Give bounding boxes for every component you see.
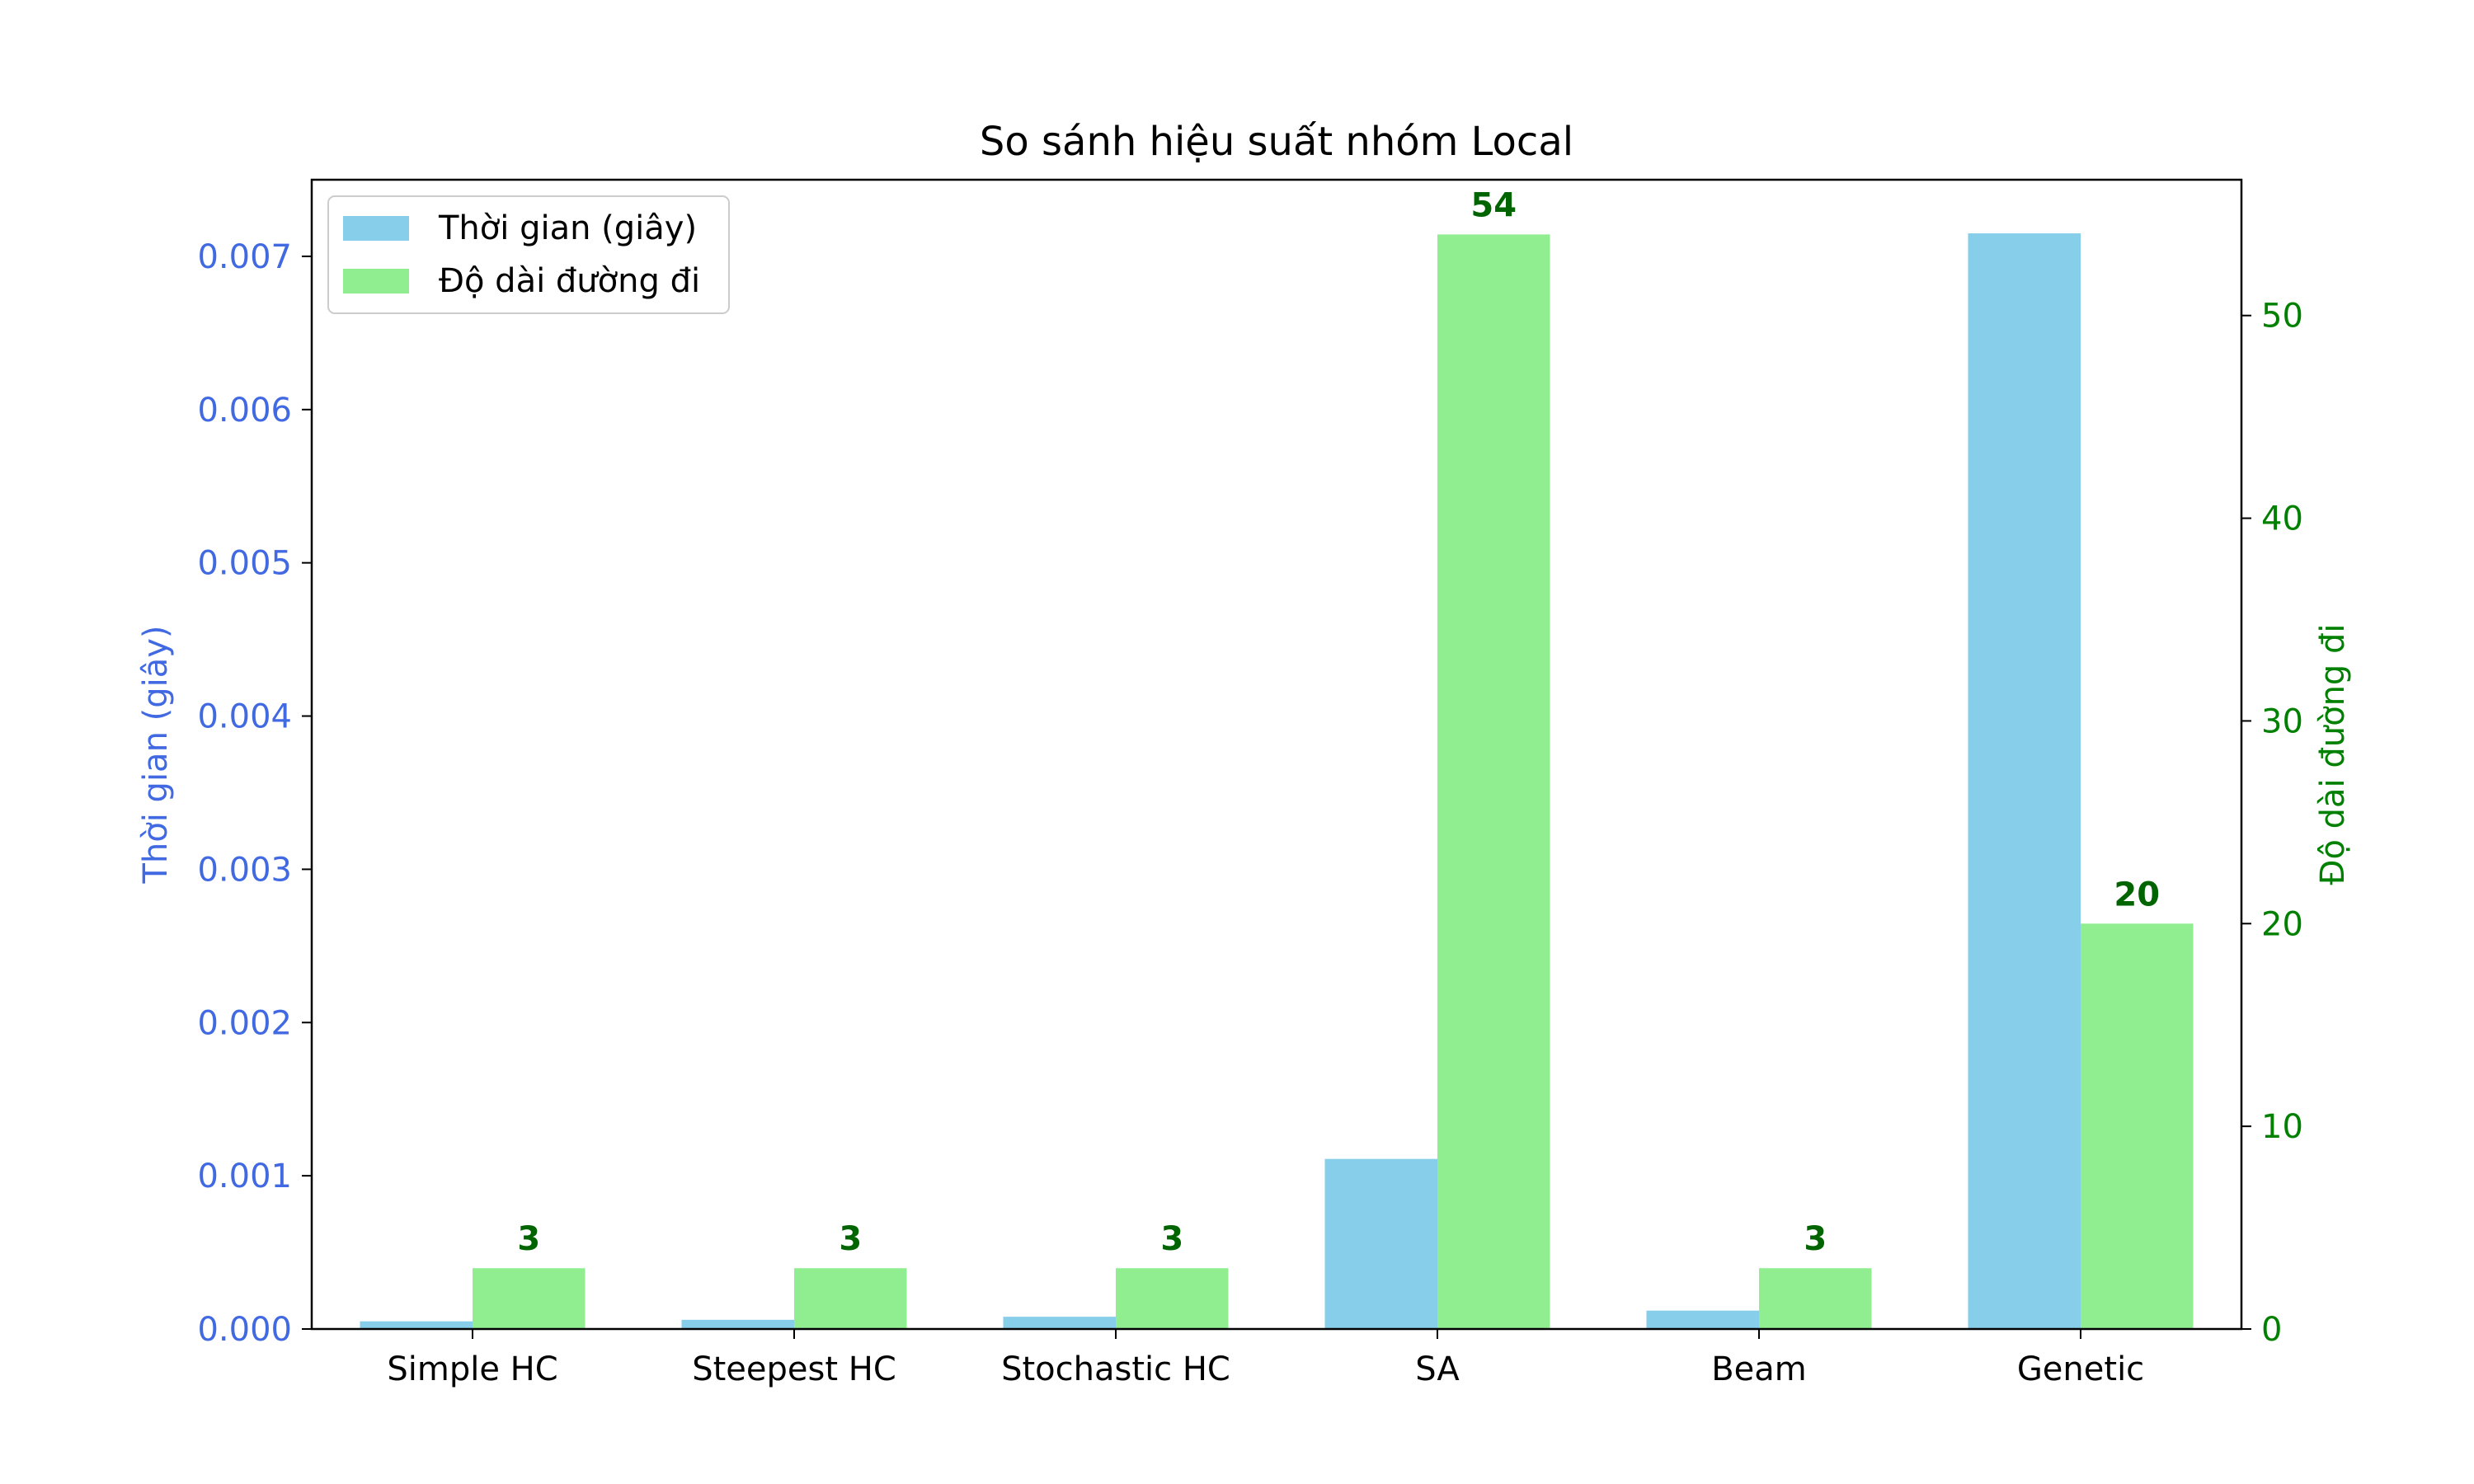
bar-time <box>1646 1310 1759 1329</box>
y-axis-label-right: Độ dài đường đi <box>2314 623 2352 885</box>
x-tick-label: Stochastic HC <box>1001 1350 1230 1388</box>
y-left-tick-label: 0.000 <box>197 1311 292 1349</box>
x-tick-label: Genetic <box>2017 1350 2144 1388</box>
bar-path-length <box>794 1268 907 1329</box>
bar-time <box>1968 233 2081 1329</box>
plot-area: 3 Simple HC 3 Steepest HC 3 Stochastic HC 54 SA… <box>197 178 2303 1388</box>
bar-data-label: 3 <box>517 1220 540 1258</box>
y-left-tick-label: 0.003 <box>197 851 292 889</box>
y-right-tick-label: 30 <box>2261 702 2303 740</box>
x-tick-label: SA <box>1415 1350 1460 1388</box>
x-tick-label: Beam <box>1711 1350 1807 1388</box>
bar-data-label: 3 <box>1160 1220 1183 1258</box>
x-tick-label: Steepest HC <box>692 1350 896 1388</box>
y-right-tick-label: 50 <box>2261 298 2303 336</box>
bar-time <box>1324 1158 1437 1329</box>
bar-data-label: 3 <box>839 1220 862 1258</box>
bar-path-length <box>1437 234 1550 1329</box>
legend-box <box>327 195 730 314</box>
legend-label: Thời gian (giây) <box>438 209 697 247</box>
legend-swatch <box>343 269 409 294</box>
legend-label: Độ dài đường đi <box>439 262 700 300</box>
y-left-tick-label: 0.001 <box>197 1158 292 1195</box>
y-right-tick-label: 40 <box>2261 500 2303 538</box>
x-tick-label: Simple HC <box>387 1350 557 1388</box>
y-left-tick-label: 0.004 <box>197 698 292 736</box>
y-left-tick-label: 0.007 <box>197 238 292 276</box>
bar-time <box>1003 1317 1116 1329</box>
y-axis-label-left: Thời gian (giây) <box>137 625 175 884</box>
bar-data-label: 54 <box>1470 186 1517 224</box>
chart-title: So sánh hiệu suất nhóm Local <box>980 119 1573 165</box>
legend-swatch <box>343 216 409 241</box>
y-left-tick-label: 0.002 <box>197 1004 292 1042</box>
bar-path-length <box>473 1268 586 1329</box>
y-right-tick-label: 20 <box>2261 905 2303 943</box>
bar-path-length <box>1116 1268 1229 1329</box>
bar-data-label: 3 <box>1804 1220 1827 1258</box>
bar-time <box>681 1319 794 1329</box>
bar-path-length <box>2081 923 2194 1329</box>
y-left-tick-label: 0.005 <box>197 545 292 583</box>
plot-frame <box>310 178 2243 1331</box>
bar-data-label: 20 <box>2114 876 2160 913</box>
bar-time <box>360 1321 473 1329</box>
y-right-tick-label: 0 <box>2261 1311 2282 1349</box>
y-left-tick-label: 0.006 <box>197 392 292 430</box>
bar-path-length <box>1759 1268 1872 1329</box>
y-right-tick-label: 10 <box>2261 1108 2303 1146</box>
legend: Thời gian (giây) Độ dài đường đi <box>327 195 730 314</box>
